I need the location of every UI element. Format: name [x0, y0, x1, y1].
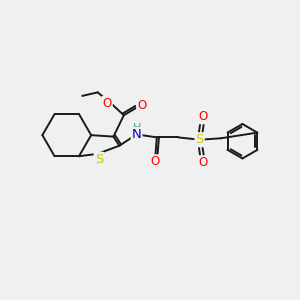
Text: N: N	[132, 128, 142, 141]
Text: S: S	[195, 133, 204, 146]
Text: O: O	[103, 97, 112, 110]
Text: S: S	[95, 153, 103, 166]
Text: O: O	[137, 99, 146, 112]
Text: O: O	[198, 156, 208, 169]
Text: O: O	[151, 155, 160, 168]
Text: H: H	[133, 123, 142, 133]
Text: O: O	[198, 110, 208, 123]
